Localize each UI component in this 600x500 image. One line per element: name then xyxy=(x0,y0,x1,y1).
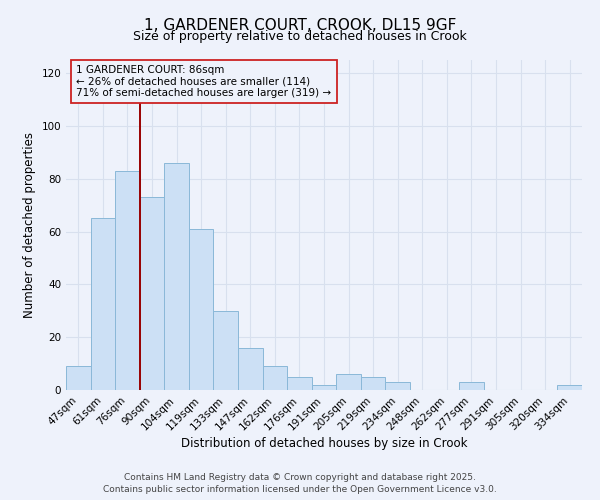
Bar xyxy=(263,366,287,390)
Text: 1, GARDENER COURT, CROOK, DL15 9GF: 1, GARDENER COURT, CROOK, DL15 9GF xyxy=(144,18,456,32)
Text: 1 GARDENER COURT: 86sqm
← 26% of detached houses are smaller (114)
71% of semi-d: 1 GARDENER COURT: 86sqm ← 26% of detache… xyxy=(76,65,331,98)
Bar xyxy=(361,377,385,390)
Bar xyxy=(385,382,410,390)
Bar xyxy=(336,374,361,390)
Text: Contains HM Land Registry data © Crown copyright and database right 2025.
Contai: Contains HM Land Registry data © Crown c… xyxy=(103,472,497,494)
Bar xyxy=(189,229,214,390)
Bar xyxy=(164,163,189,390)
Bar xyxy=(140,198,164,390)
Bar xyxy=(238,348,263,390)
Bar xyxy=(115,171,140,390)
Bar xyxy=(459,382,484,390)
Bar xyxy=(557,384,582,390)
Text: Size of property relative to detached houses in Crook: Size of property relative to detached ho… xyxy=(133,30,467,43)
Bar xyxy=(214,311,238,390)
Bar xyxy=(287,377,312,390)
Y-axis label: Number of detached properties: Number of detached properties xyxy=(23,132,36,318)
Bar xyxy=(312,384,336,390)
X-axis label: Distribution of detached houses by size in Crook: Distribution of detached houses by size … xyxy=(181,438,467,450)
Bar xyxy=(66,366,91,390)
Bar xyxy=(91,218,115,390)
